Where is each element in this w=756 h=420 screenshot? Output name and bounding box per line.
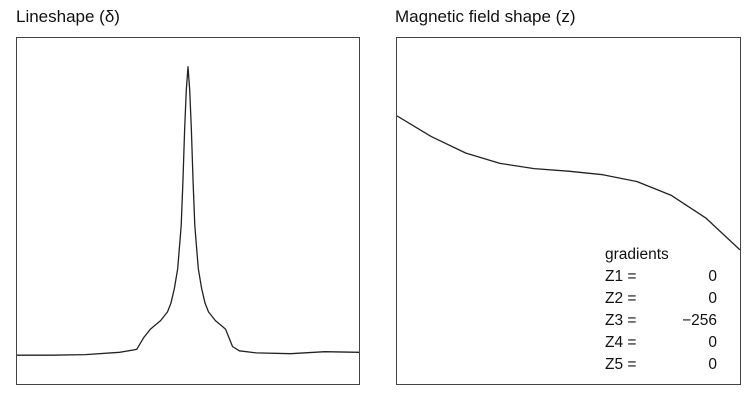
field-shape-plot-area [397,115,740,251]
field-shape-curve [397,115,740,251]
gradient-value: 0 [708,290,717,307]
gradient-label: Z1 = [605,268,637,285]
lineshape-plot-area [17,66,359,356]
gradient-value: 0 [708,268,717,285]
lineshape-title: Lineshape (δ) [16,7,120,26]
gradients-legend: gradients Z1 = 0 Z2 = 0 Z3 = −256 Z4 = 0… [605,244,717,376]
gradient-value: −256 [682,312,717,329]
gradient-label: Z4 = [605,334,637,351]
field-shape-title: Magnetic field shape (z) [395,7,576,26]
gradient-label: Z3 = [605,312,637,329]
gradient-value: 0 [708,334,717,351]
gradient-label: Z2 = [605,290,637,307]
gradient-row-z1: Z1 = 0 [605,266,717,288]
lineshape-plot [16,37,360,385]
gradients-legend-title: gradients [605,246,669,263]
gradient-label: Z5 = [605,356,637,373]
gradient-value: 0 [708,356,717,373]
lineshape-curve [17,66,359,356]
gradient-row-z4: Z4 = 0 [605,332,717,354]
gradient-row-z3: Z3 = −256 [605,310,717,332]
field-shape-plot: gradients Z1 = 0 Z2 = 0 Z3 = −256 Z4 = 0… [396,37,741,385]
gradient-row-z2: Z2 = 0 [605,288,717,310]
gradient-row-z5: Z5 = 0 [605,354,717,376]
